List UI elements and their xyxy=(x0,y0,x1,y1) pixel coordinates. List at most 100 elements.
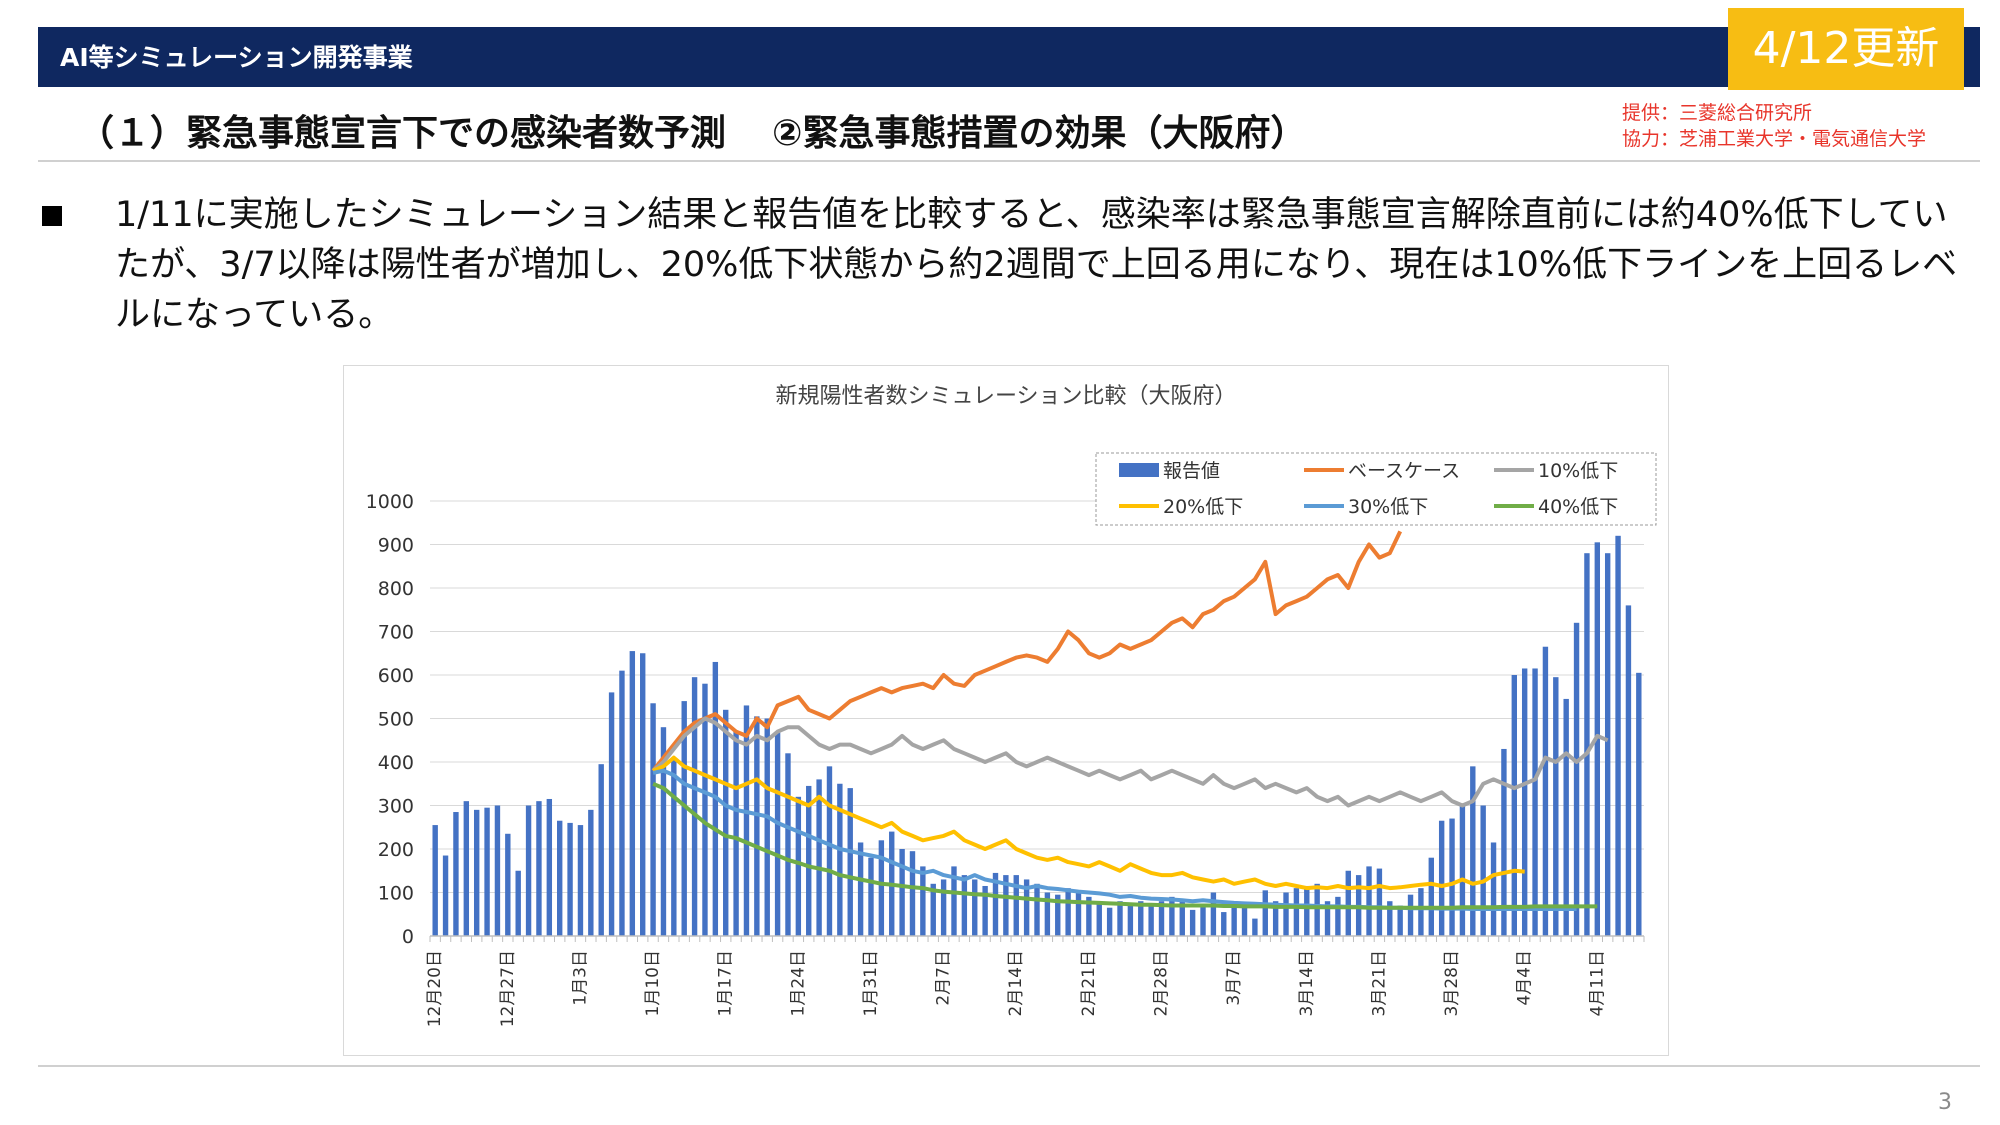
bar-reported xyxy=(1438,820,1445,936)
bar-reported xyxy=(453,812,459,936)
bar-reported xyxy=(442,855,449,936)
bar-reported xyxy=(1490,842,1497,936)
bar-reported xyxy=(733,731,739,936)
bar-reported xyxy=(598,764,604,936)
bar-reported xyxy=(795,796,802,936)
bar-reported xyxy=(1480,805,1486,936)
bar-reported xyxy=(930,883,936,936)
series-line-reduction-20 xyxy=(652,755,1525,891)
bar-reported xyxy=(1335,896,1341,936)
bar-reported xyxy=(588,809,594,936)
y-tick-label: 800 xyxy=(378,578,414,600)
bar-reported xyxy=(857,842,864,936)
bar-reported xyxy=(1345,870,1351,936)
bar-reported xyxy=(1553,677,1559,936)
x-tick-label: 12月20日 xyxy=(425,950,445,1027)
bar-reported xyxy=(1086,896,1092,936)
y-tick-label: 200 xyxy=(378,839,414,861)
bar-reported xyxy=(1283,892,1289,936)
bar-reported xyxy=(774,731,781,936)
bar-reported xyxy=(1221,912,1227,936)
x-tick-label: 4月11日 xyxy=(1587,950,1607,1016)
heading-part1: （１）緊急事態宣言下での感染者数予測 xyxy=(78,113,727,154)
series-line-base-case xyxy=(651,530,1403,772)
bar-reported xyxy=(484,807,490,936)
bar-series-reported xyxy=(432,535,1642,936)
bar-reported xyxy=(920,866,926,936)
bar-reported xyxy=(1470,766,1476,936)
bar-reported xyxy=(546,798,553,936)
y-tick-label: 100 xyxy=(378,883,414,905)
line-series-group xyxy=(651,530,1609,911)
bar-reported xyxy=(1636,672,1642,936)
legend-label: 報告値 xyxy=(1163,460,1220,482)
bar-reported xyxy=(1428,857,1434,936)
bar-reported xyxy=(515,870,521,936)
bar-reported xyxy=(1407,894,1414,936)
bar-reported xyxy=(909,851,916,936)
bar-reported xyxy=(650,703,656,936)
bar-reported xyxy=(1501,748,1507,936)
bar-reported xyxy=(1241,907,1248,936)
heading-part2: ②緊急事態措置の効果（大阪府） xyxy=(772,113,1307,154)
bar-reported xyxy=(972,879,978,936)
bar-reported xyxy=(1573,622,1580,936)
bar-reported xyxy=(629,651,636,936)
bar-reported xyxy=(826,766,833,936)
bar-reported xyxy=(1397,905,1403,936)
bar-reported xyxy=(1615,535,1621,936)
series-line-reduction-40 xyxy=(652,781,1598,910)
bar-reported xyxy=(567,822,573,936)
credit-provider: 提供：三菱総合研究所 xyxy=(1622,102,1813,124)
y-tick-label: 300 xyxy=(378,796,414,818)
header-bar xyxy=(38,27,1980,87)
bar-reported xyxy=(1003,875,1009,936)
bar-reported xyxy=(1075,892,1082,936)
bar-reported xyxy=(1034,883,1040,936)
bar-reported xyxy=(1366,866,1372,936)
bar-reported xyxy=(1304,885,1310,936)
x-tick-label: 3月21日 xyxy=(1369,950,1389,1016)
bar-reported xyxy=(940,879,947,936)
bar-reported xyxy=(1065,888,1071,936)
x-axis: 12月20日 12月27日 1月3日 1月10日 1月17日 1月24日 1月31日 2月7日… xyxy=(425,935,1645,1027)
bar-reported xyxy=(691,677,698,936)
bar-reported xyxy=(1511,675,1517,936)
bar-reported xyxy=(1231,903,1237,936)
bar-reported xyxy=(754,716,760,936)
chart-title: 新規陽性者数シミュレーション比較（大阪府） xyxy=(775,384,1236,409)
x-tick-label: 1月24日 xyxy=(788,950,808,1016)
legend-box xyxy=(1095,452,1657,526)
line-bar-chart: 新規陽性者数シミュレーション比較（大阪府） 0 100 200 300 400 500 60… xyxy=(366,384,1657,1027)
bar-reported xyxy=(1189,909,1196,936)
bar-reported xyxy=(1418,888,1424,936)
series-line-reduction-10 xyxy=(651,716,1609,808)
bar-reported xyxy=(982,885,988,936)
bar-reported xyxy=(1293,888,1300,936)
bar-reported xyxy=(847,788,853,936)
legend: 報告値 ベースケース 10%低下 20%低下 30%低下 40%低下 xyxy=(1095,452,1657,526)
bar-reported xyxy=(899,849,905,936)
bar-reported xyxy=(951,866,957,936)
bar-reported xyxy=(505,833,511,936)
x-tick-label: 1月10日 xyxy=(643,950,663,1016)
x-tick-label: 2月21日 xyxy=(1079,950,1099,1016)
legend-label: 10%低下 xyxy=(1538,460,1618,482)
bar-reported xyxy=(1158,901,1165,936)
bar-reported xyxy=(1148,905,1154,936)
x-tick-label: 2月28日 xyxy=(1152,950,1172,1016)
legend-label: 20%低下 xyxy=(1163,496,1243,518)
x-tick-label: 3月14日 xyxy=(1297,950,1317,1016)
heading-divider xyxy=(38,160,1980,162)
x-tick-label: 4月4日 xyxy=(1515,950,1535,1006)
bar-reported xyxy=(743,705,750,936)
bar-reported xyxy=(868,857,874,936)
bar-reported xyxy=(1272,901,1279,936)
page-number: 3 xyxy=(1938,1090,1952,1115)
x-tick-label: 12月27日 xyxy=(498,950,518,1027)
bar-reported xyxy=(1449,818,1455,936)
bar-reported xyxy=(1376,868,1383,936)
summary-text: 1/11に実施したシミュレーション結果と報告値を比較すると、感染率は緊急事態宣言… xyxy=(115,195,1958,335)
bar-reported xyxy=(702,683,708,936)
bar-reported xyxy=(878,840,885,936)
